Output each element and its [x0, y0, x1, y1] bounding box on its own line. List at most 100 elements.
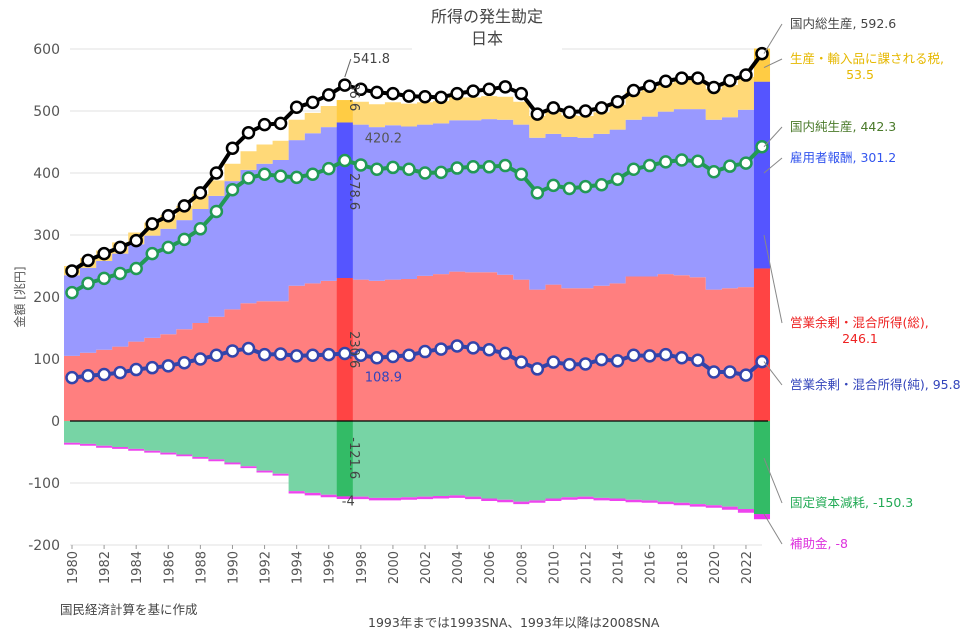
point-2-1982: [97, 367, 111, 382]
point-0-1990: [225, 141, 240, 155]
axes: -200 -100 0 100 200 300 400 500 600 金額 [兆円] 1980 19…: [12, 42, 768, 584]
point-1-1991: [241, 171, 256, 185]
annot-tax-leader: [763, 58, 783, 69]
point-0-2018: [675, 71, 689, 85]
point-2-2010: [546, 355, 561, 369]
y-tick-label: 600: [33, 42, 60, 58]
point-1-2007: [498, 158, 513, 173]
point-1-2003: [434, 165, 448, 180]
point-1-2019: [691, 154, 705, 168]
y-tick-label: 0: [51, 414, 60, 430]
point-0-1993: [273, 116, 288, 131]
point-0-2006: [482, 82, 496, 97]
point-1-2001: [402, 162, 416, 177]
point-0-2000: [386, 86, 400, 101]
x-tick-label: 2018: [676, 551, 691, 584]
point-0-2015: [626, 83, 641, 98]
point-1-2009: [530, 186, 545, 200]
highlight-2023-segment-0: [753, 268, 771, 421]
point-1-2008: [514, 167, 529, 181]
point-1-2012: [578, 179, 593, 194]
highlight-1997-segment-3: [336, 421, 353, 497]
point-2-2015: [626, 348, 641, 363]
point-0-2012: [578, 104, 593, 118]
point-0-2001: [402, 89, 416, 103]
x-tick-label: 2022: [740, 551, 755, 584]
point-2-2022: [739, 368, 753, 382]
x-tick-label: 2006: [483, 551, 498, 584]
point-0-1980: [65, 264, 79, 278]
x-tick-label: 2020: [708, 551, 723, 584]
point-2-2001: [402, 348, 416, 363]
highlight-1997-segment-2: [336, 100, 353, 123]
point-1-2000: [386, 160, 400, 175]
highlight-1997-segment-4: [336, 496, 353, 499]
point-2-2005: [466, 341, 480, 355]
label-tax-1997: 36.6: [346, 82, 361, 111]
point-1-1985: [145, 246, 159, 261]
point-2-2011: [562, 357, 577, 372]
point-0-2004: [450, 86, 464, 101]
leader-gdp-1997: [344, 58, 352, 78]
point-0-1996: [321, 88, 336, 102]
label-net-surplus-1997: 108.9: [365, 370, 402, 385]
point-1-2017: [658, 155, 673, 169]
chart-title: 所得の発生勘定: [430, 7, 543, 26]
point-2-1980: [65, 370, 79, 385]
point-0-1981: [81, 253, 95, 268]
annot-depreciation-leader: [763, 458, 783, 504]
point-1-2005: [466, 160, 480, 174]
point-0-2013: [594, 101, 609, 115]
point-1-2020: [707, 165, 721, 179]
point-0-2010: [546, 101, 561, 115]
label-compensation-1997: 278.6: [346, 173, 361, 210]
point-2-2000: [386, 349, 400, 364]
point-2-1999: [370, 351, 384, 365]
point-2-1989: [209, 348, 224, 363]
point-0-2020: [707, 80, 721, 95]
point-1-2021: [723, 159, 737, 173]
point-1-2023: [755, 140, 769, 154]
point-1-1997: [338, 153, 352, 168]
x-tick-label: 2016: [644, 551, 659, 584]
x-tick-label: 1988: [194, 551, 209, 584]
annot-depreciation-label: 固定資本減耗, -150.3: [790, 495, 913, 510]
point-1-2004: [450, 161, 464, 175]
y-tick-label: 400: [33, 166, 60, 182]
annot-subsidy-label: 補助金, -8: [790, 536, 848, 551]
annot-subsidy-leader: [763, 513, 783, 545]
annot-surplus-gross-value: 246.1: [842, 331, 878, 346]
point-2-2008: [514, 355, 529, 369]
x-tick-label: 2004: [451, 551, 466, 584]
annot-gdp-leader: [763, 23, 783, 54]
area-subsidies: [64, 442, 770, 520]
point-2-2020: [707, 365, 721, 379]
chart-title-box: 所得の発生勘定 日本: [412, 6, 562, 58]
point-1-1998: [354, 158, 368, 172]
point-2-1990: [225, 344, 240, 358]
annot-ndp-leader: [763, 126, 783, 148]
point-1-1982: [97, 271, 111, 286]
point-1-2016: [642, 158, 657, 173]
annot-tax-value: 53.5: [846, 67, 874, 82]
point-1-1999: [370, 162, 384, 177]
y-tick-label: 300: [33, 228, 60, 244]
point-2-2018: [675, 351, 689, 365]
point-1-1989: [209, 204, 224, 219]
point-1-1994: [289, 170, 304, 185]
point-0-2022: [739, 68, 753, 82]
point-2-1988: [193, 352, 208, 366]
point-2-1993: [273, 347, 288, 361]
x-tick-label: 1982: [98, 551, 113, 584]
x-tick-label: 1990: [226, 551, 241, 584]
point-1-1986: [161, 240, 176, 255]
point-0-2002: [418, 89, 432, 104]
chart-subtitle: 日本: [470, 29, 503, 48]
point-2-1987: [177, 355, 192, 370]
point-2-2003: [434, 342, 448, 356]
point-2-2009: [530, 362, 545, 376]
point-1-1981: [81, 276, 95, 291]
point-1-1987: [177, 232, 192, 247]
label-surplus-gross-1997: 230.6: [346, 331, 361, 368]
point-1-2014: [610, 172, 625, 186]
